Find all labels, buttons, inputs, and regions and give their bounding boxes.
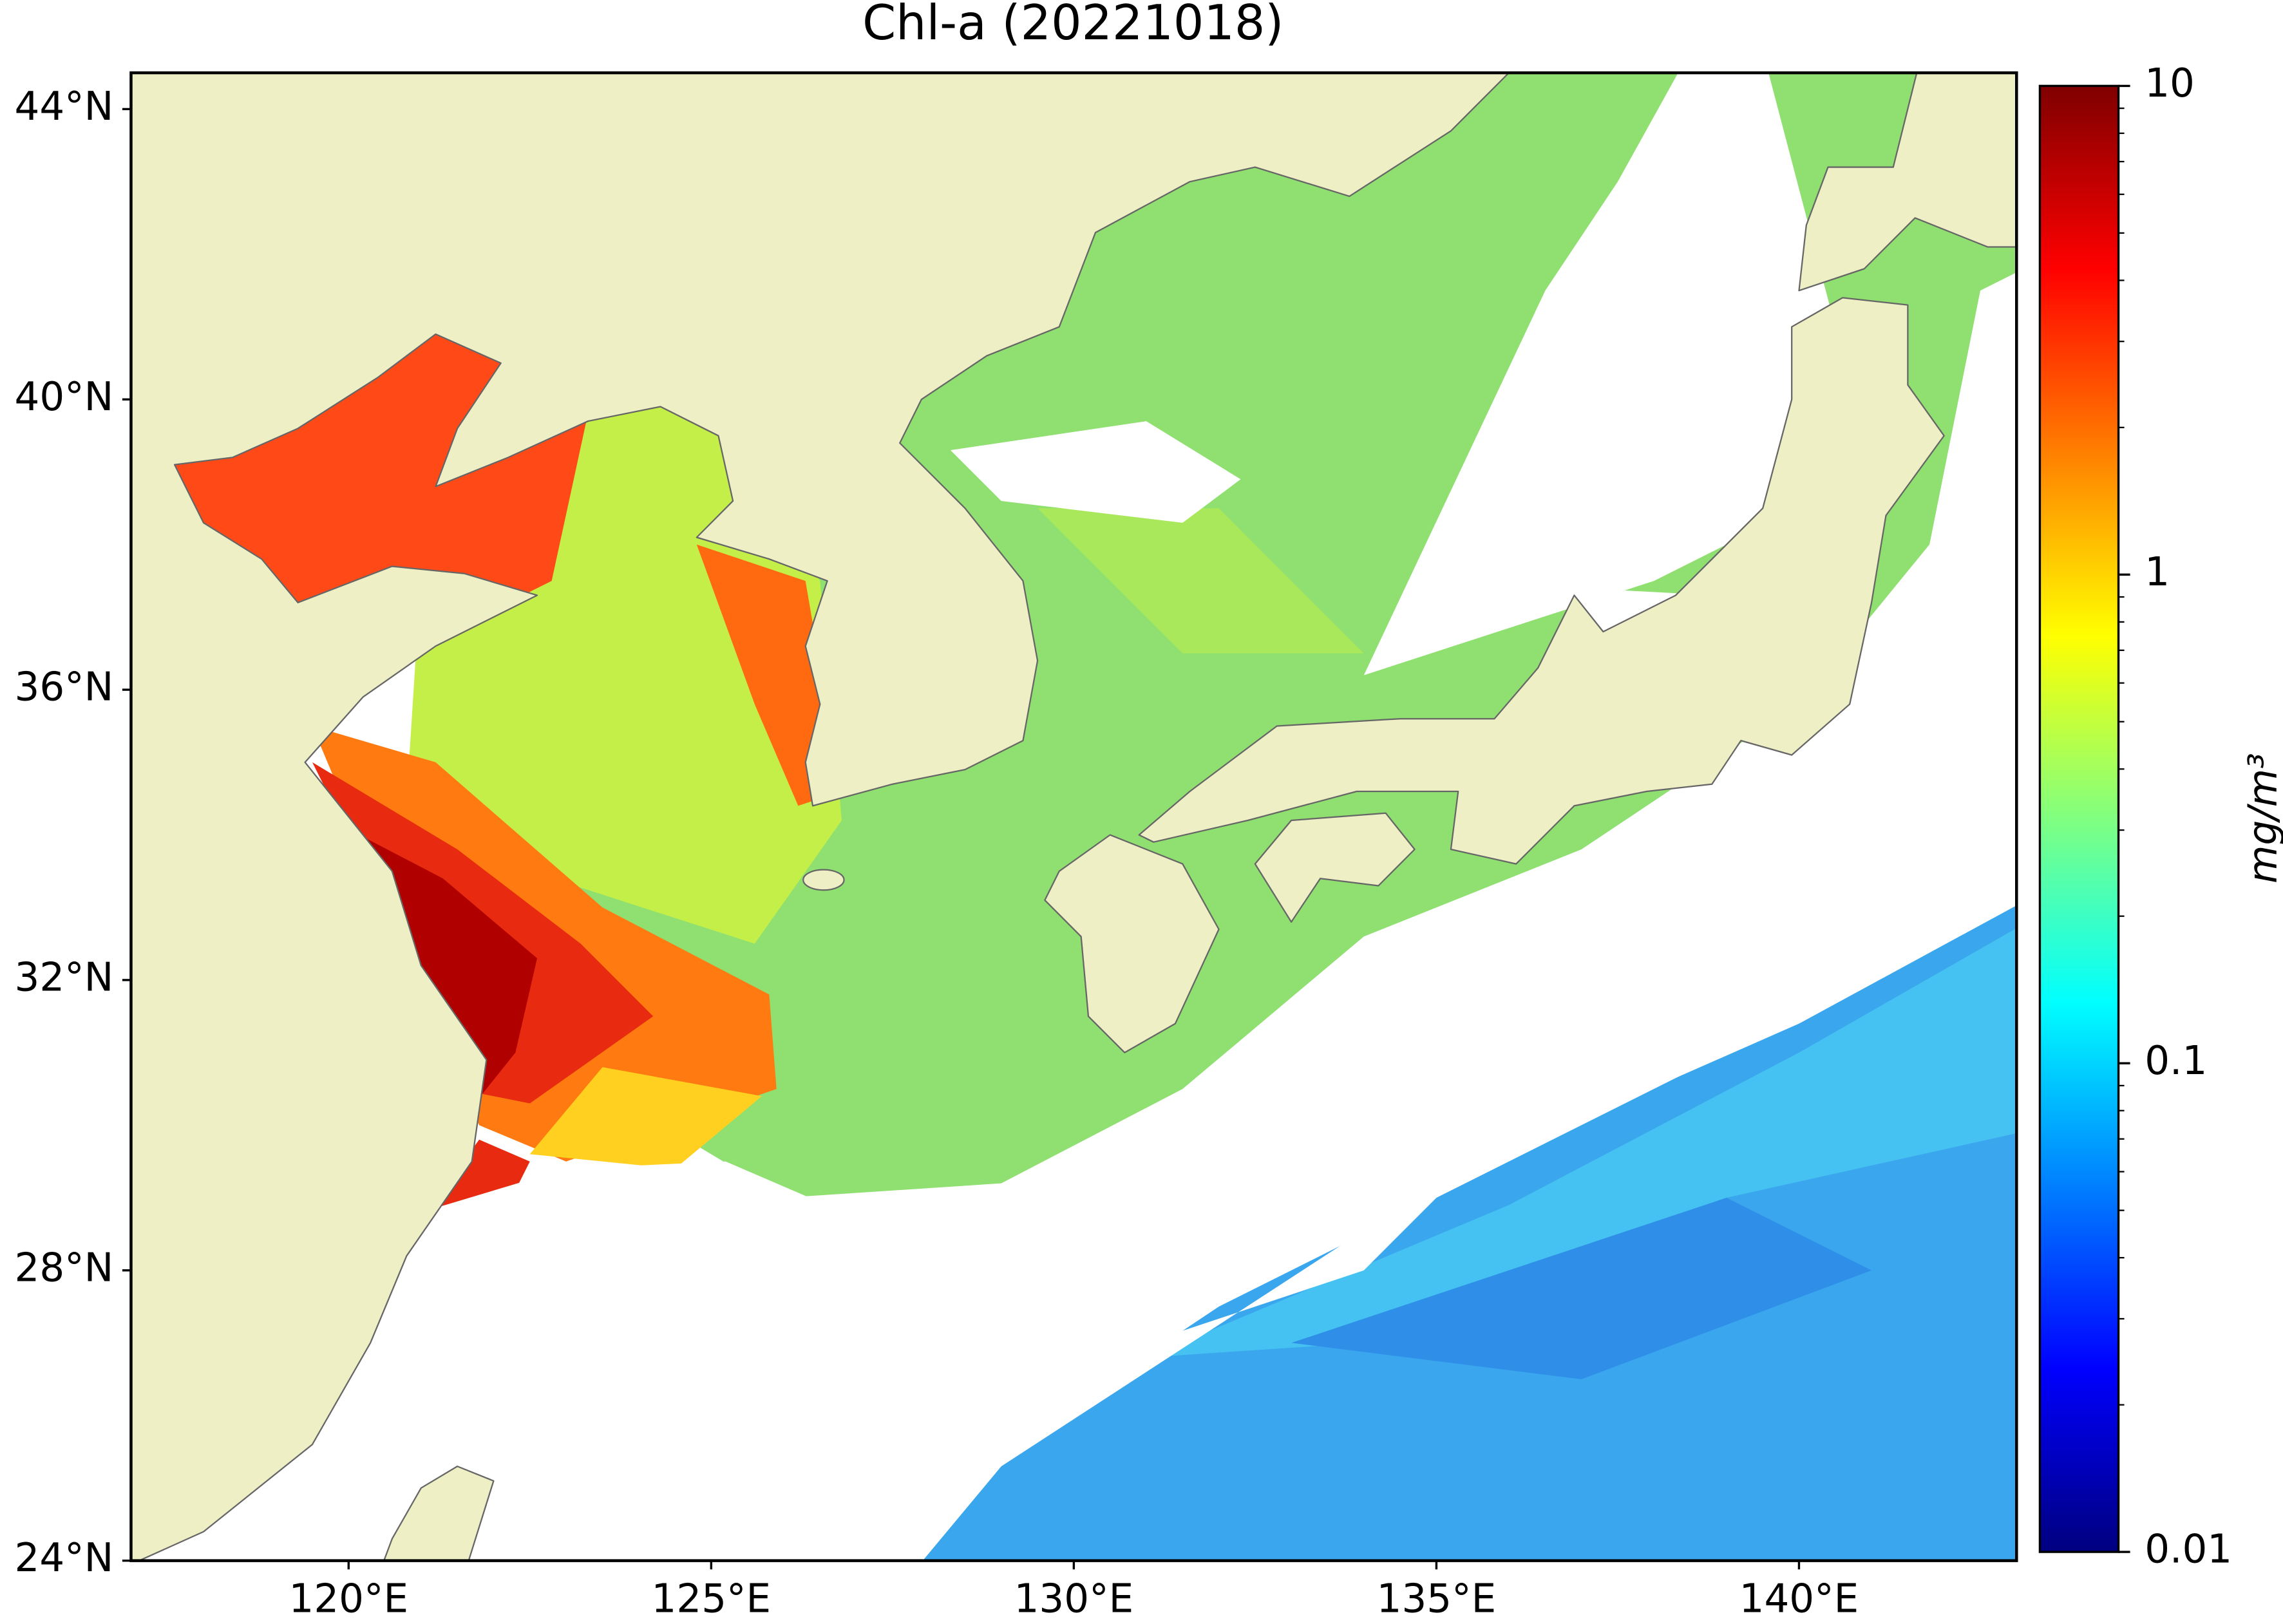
colorbar-tick-label: 0.01 [2145,1527,2232,1572]
land [1798,73,2017,292]
y-tick-label: 44°N [15,84,114,129]
x-tick-label: 140°E [1739,1576,1859,1622]
chl-region [1146,928,2017,1358]
colorbar-tick-label: 0.1 [2145,1038,2207,1084]
y-tick-label: 40°N [15,374,114,420]
y-tick-label: 36°N [15,665,114,710]
y-tick-label: 32°N [15,955,114,1001]
colorbar-tick-label: 1 [2145,549,2170,595]
land [131,73,1510,1561]
colorbar-label: mg/m³ [2240,753,2283,883]
x-tick-label: 125°E [652,1576,772,1622]
x-tick-label: 135°E [1377,1576,1497,1622]
map-area [131,73,2017,1561]
land [383,1466,495,1561]
x-tick-label: 120°E [289,1576,409,1622]
land [1044,834,1220,1053]
chl-region [950,421,1241,523]
y-tick-label: 28°N [15,1245,114,1290]
chl-region [1291,1198,1872,1379]
land [802,869,845,891]
chl-region [696,544,842,806]
land [1138,297,1945,865]
colorbar [2038,84,2120,1553]
x-tick-label: 130°E [1014,1576,1134,1622]
chl-region [1037,508,1364,654]
y-tick-label: 24°N [15,1535,114,1581]
chl-region [131,777,2017,1561]
chl-region [529,1067,763,1169]
chl-region [1363,73,1835,675]
map-title: Chl-a (20221018) [862,0,1284,51]
colorbar-tick-label: 10 [2145,61,2195,106]
land [1254,812,1416,923]
